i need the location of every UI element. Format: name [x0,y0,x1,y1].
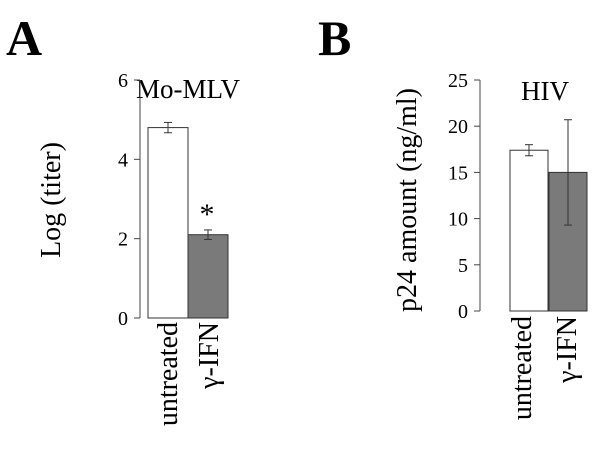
panel-a: A Mo-MLV Log (titer) 0 2 4 6 * untreated γ-… [6,10,241,426]
panel-a-bar [187,234,229,319]
panel-b-category-untreated: untreated [507,316,538,420]
panel-b-y-tick-label: 25 [448,70,468,92]
panel-a-y-axis-label: Log (titer) [36,142,67,258]
panel-b-bars [509,119,588,312]
panel-b-y-ticks: 0 5 10 15 20 25 [448,70,480,323]
panel-b-category-ifn: γ-IFN [552,316,583,384]
panel-b-y-tick-label: 0 [458,301,468,323]
panel-b-y-tick-label: 5 [458,255,468,277]
panel-a-bars [147,121,229,319]
panel-b: B HIV p24 amount (ng/ml) 0 5 10 15 20 25 untr… [318,10,588,420]
panel-b-letter: B [318,10,351,66]
panel-a-significance-asterisk: * [200,198,215,231]
panel-b-y-axis-label: p24 amount (ng/ml) [392,88,423,312]
panel-a-y-tick-label: 2 [118,229,128,251]
panel-b-y-tick-label: 20 [448,116,468,138]
panel-a-category-ifn: γ-IFN [194,322,225,390]
panel-b-bar [548,171,588,312]
panel-b-bar [509,149,549,312]
panel-a-title: Mo-MLV [136,74,241,104]
panel-b-y-tick-label: 15 [448,162,468,184]
panel-a-letter: A [6,10,42,66]
panel-b-title: HIV [521,76,569,106]
panel-b-y-tick-label: 10 [448,209,468,231]
panel-a-y-tick-label: 4 [118,149,128,171]
panel-a-y-tick-label: 0 [118,308,128,330]
panel-a-y-tick-label: 6 [118,70,128,92]
panel-a-bar [147,127,189,319]
panel-a-y-ticks: 0 2 4 6 [118,70,140,330]
panel-a-category-untreated: untreated [153,322,184,426]
